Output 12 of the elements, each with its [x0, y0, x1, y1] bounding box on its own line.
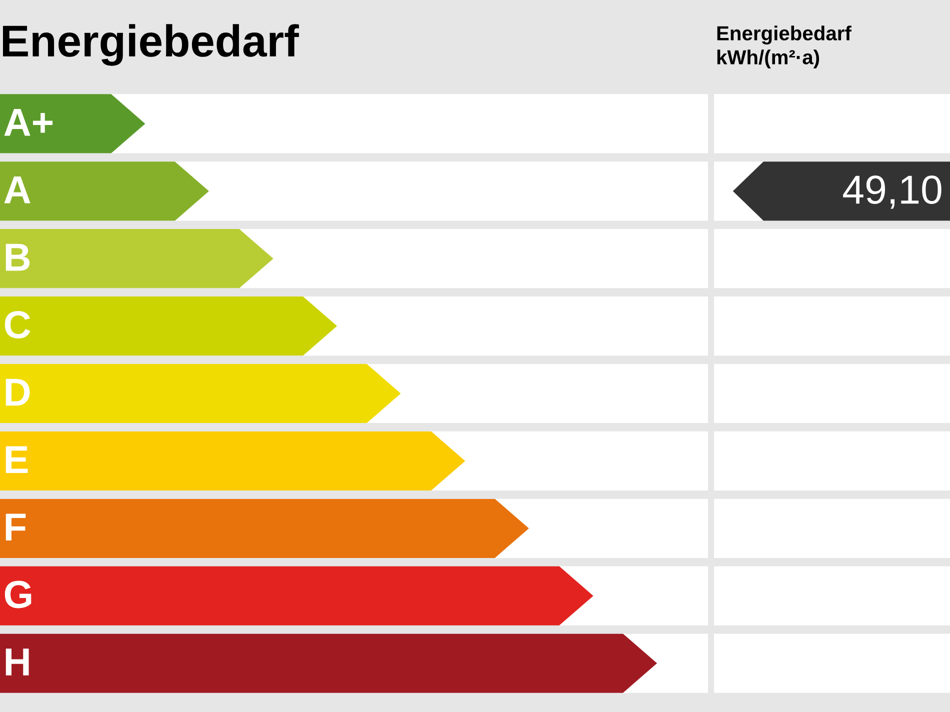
y-tick-label: E — [6, 446, 28, 474]
y-tick-label: A — [4, 176, 30, 204]
text: 49,10 — [843, 175, 942, 209]
text: Energiebedarf kWh/(m²·a) — [717, 26, 852, 68]
y-tick-label: A+ — [4, 109, 53, 136]
y-tick-label: G — [4, 580, 32, 608]
y-tick-label: C — [4, 310, 30, 339]
y-tick-label: F — [6, 514, 26, 540]
chart-title: Energiebedarf — [2, 24, 299, 66]
y-tick-label: B — [6, 244, 30, 271]
y-tick-label: D — [6, 378, 30, 406]
y-tick-label: H — [6, 648, 29, 676]
